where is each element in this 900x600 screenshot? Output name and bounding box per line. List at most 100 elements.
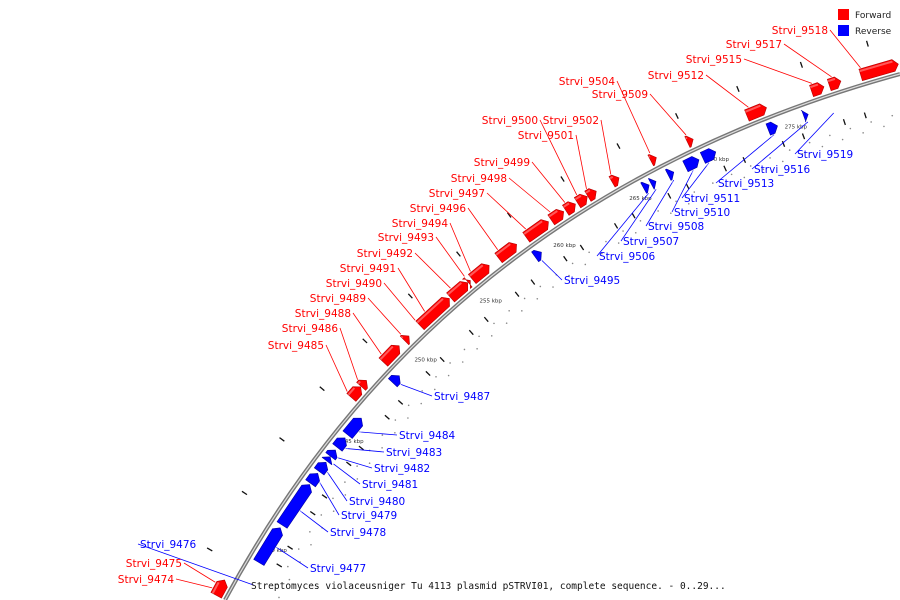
scale-dot (849, 127, 852, 130)
gene-strvi-9480 (313, 462, 331, 477)
feature-highlight (347, 387, 356, 396)
scale-dot (356, 465, 358, 467)
scale-tick (579, 244, 585, 251)
gene-label: Strvi_9509 (592, 89, 648, 101)
scale-dot (652, 222, 654, 224)
gene-strvi-9504 (647, 154, 657, 167)
leader-line (299, 510, 329, 533)
scale-tick (358, 445, 365, 451)
feature-body (346, 386, 363, 402)
scale-tick (397, 399, 404, 405)
leader-line (671, 170, 694, 213)
scale-tick (407, 293, 413, 299)
scale-dot (521, 310, 523, 312)
gene-strvi-9515 (809, 82, 825, 98)
scale-dot (675, 200, 677, 203)
scale-tick (514, 291, 520, 297)
leader-line (705, 74, 749, 108)
feature-body (648, 178, 657, 190)
scale-dot (622, 230, 624, 232)
scale-dot (356, 478, 359, 480)
feature-body (531, 249, 542, 263)
leader-line (397, 267, 425, 312)
gene-label: Strvi_9519 (797, 149, 853, 161)
gene-strvi-9478 (276, 484, 315, 530)
feature-highlight (264, 535, 286, 568)
scale-tick (506, 212, 512, 218)
feature-body (640, 181, 650, 194)
gene-features (210, 59, 899, 599)
feature-highlight (705, 160, 715, 167)
gene-label: Strvi_9495 (564, 275, 620, 287)
feature-highlight (342, 446, 349, 454)
gene-strvi-9509 (684, 135, 694, 148)
gene-label: Strvi_9478 (330, 527, 386, 539)
gene-label: Strvi_9487 (434, 391, 490, 403)
scale-dot (407, 404, 410, 407)
feature-body (682, 156, 700, 173)
scale-tick (563, 255, 568, 262)
feature-body (415, 296, 450, 331)
gene-label: Strvi_9508 (648, 221, 704, 233)
feature-body (522, 219, 549, 243)
leader-line (327, 471, 348, 502)
feature-body (665, 168, 675, 181)
gene-label: Strvi_9504 (559, 76, 616, 88)
gene-strvi-9498 (547, 209, 564, 226)
feature-body (647, 154, 657, 167)
scale-dot (749, 165, 752, 167)
gene-label: Strvi_9513 (718, 178, 774, 190)
gene-label: Strvi_9489 (310, 293, 366, 305)
leader-line (681, 162, 710, 199)
scale-dot (332, 510, 335, 513)
scale-dot (862, 132, 864, 134)
scale-dot (552, 286, 554, 288)
gene-label: Strvi_9506 (599, 251, 656, 263)
leader-line (783, 43, 832, 78)
leader-line (645, 179, 675, 227)
gene-strvi-9501 (584, 188, 597, 202)
scale-dot (490, 335, 493, 337)
leader-line (743, 58, 813, 84)
feature-highlight (316, 481, 323, 489)
feature-body (276, 484, 312, 529)
scale-dot (297, 548, 300, 550)
feature-highlight (287, 492, 315, 530)
gene-label: Strvi_9515 (686, 54, 742, 66)
gene-label: Strvi_9482 (374, 463, 430, 475)
gene-strvi-9500 (573, 193, 588, 209)
scale-dot (421, 390, 423, 392)
feature-highlight (770, 134, 777, 138)
feature-highlight (400, 336, 404, 339)
scale-labels: 240 kbp 245 kbp 250 kbp 255 kbp 260 kbp 265 k… (264, 125, 807, 555)
feature-highlight (827, 77, 836, 83)
gene-label: Strvi_9475 (126, 558, 182, 570)
gene-strvi-9487 (387, 374, 403, 389)
gene-label: Strvi_9510 (674, 207, 730, 219)
scale-dot (657, 210, 659, 212)
scale-dot (368, 462, 371, 465)
gene-label: Strvi_9500 (482, 115, 538, 127)
leader-line (531, 161, 566, 203)
feature-highlight (353, 426, 365, 441)
gene-label: Strvi_9490 (326, 278, 382, 290)
feature-body (321, 456, 333, 466)
gene-label: Strvi_9516 (754, 164, 811, 176)
scale-dot (523, 297, 526, 300)
scale-tick (456, 251, 461, 257)
feature-body (573, 193, 588, 209)
scale-dot (309, 531, 311, 533)
feature-body (684, 135, 694, 148)
scale-dot (320, 514, 323, 516)
scale-tick (631, 212, 636, 219)
scale-dot (584, 263, 587, 266)
feature-highlight (744, 104, 761, 113)
feature-highlight (548, 210, 558, 218)
leader-line (600, 119, 612, 175)
gene-label: Strvi_9481 (362, 479, 418, 491)
scale-dot (706, 193, 708, 196)
gene-label: Strvi_9511 (684, 193, 740, 205)
gene-label: Strvi_9498 (451, 173, 507, 185)
scale-dot (588, 251, 590, 254)
